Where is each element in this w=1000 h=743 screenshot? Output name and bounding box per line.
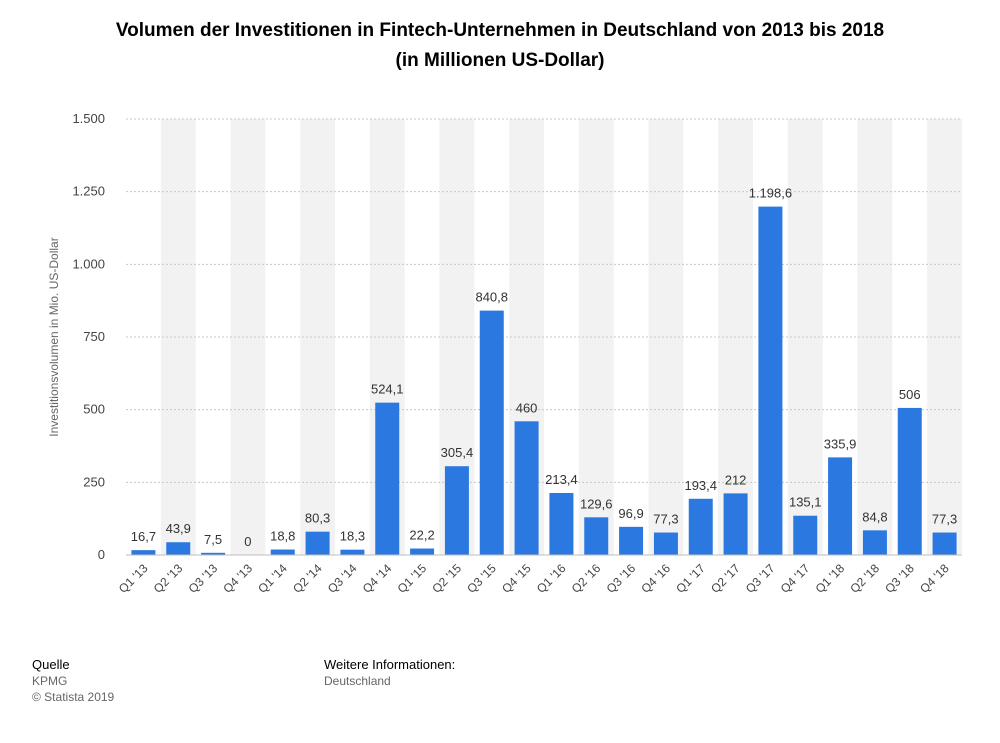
bar xyxy=(723,493,748,555)
info-text[interactable]: Deutschland xyxy=(324,674,391,688)
source-block: Quelle KPMG © Statista 2019 xyxy=(32,657,114,705)
chart-title-line2: (in Millionen US-Dollar) xyxy=(395,50,605,71)
data-label: 129,6 xyxy=(580,496,613,511)
bar xyxy=(375,402,400,555)
bar xyxy=(793,515,818,555)
bar xyxy=(619,526,644,555)
column-band xyxy=(787,119,823,555)
data-label: 43,9 xyxy=(166,521,191,536)
bar xyxy=(932,532,957,555)
data-label: 0 xyxy=(244,534,251,549)
data-label: 524,1 xyxy=(371,382,404,397)
bar xyxy=(653,532,678,555)
bar xyxy=(201,552,226,555)
bar xyxy=(688,498,713,555)
x-tick-label: Q2 '15 xyxy=(429,561,464,596)
bar xyxy=(305,531,330,555)
column-band xyxy=(927,119,962,555)
x-tick-label: Q4 '17 xyxy=(778,561,813,596)
column-band xyxy=(300,119,335,555)
chart-title-line1: Volumen der Investitionen in Fintech-Unt… xyxy=(115,20,885,41)
data-label: 16,7 xyxy=(131,529,156,544)
bar xyxy=(410,548,435,555)
y-tick-label: 750 xyxy=(83,329,105,344)
bar xyxy=(131,550,156,555)
bar xyxy=(166,542,191,555)
y-tick-label: 500 xyxy=(83,402,105,417)
y-axis-label: Investitionsvolumen in Mio. US-Dollar xyxy=(47,237,61,436)
data-label: 77,3 xyxy=(653,512,678,527)
y-tick-label: 1.000 xyxy=(72,256,105,271)
x-tick-label: Q2 '17 xyxy=(708,561,743,596)
info-block: Weitere Informationen: Deutschland xyxy=(324,657,455,689)
bar xyxy=(270,549,295,555)
y-tick-label: 250 xyxy=(83,474,105,489)
x-tick-label: Q2 '16 xyxy=(569,561,604,596)
x-tick-label: Q3 '18 xyxy=(882,561,917,596)
y-tick-label: 1.250 xyxy=(72,184,105,199)
x-tick-label: Q2 '14 xyxy=(290,561,325,596)
data-label: 213,4 xyxy=(545,472,578,487)
data-label: 18,8 xyxy=(270,529,295,544)
data-label: 18,3 xyxy=(340,529,365,544)
bar xyxy=(479,310,504,555)
x-tick-label: Q4 '16 xyxy=(638,561,673,596)
data-label: 1.198,6 xyxy=(749,186,792,201)
data-label: 506 xyxy=(899,387,921,402)
data-label: 460 xyxy=(516,400,538,415)
x-tick-label: Q1 '13 xyxy=(116,561,151,596)
x-tick-label: Q1 '18 xyxy=(813,561,848,596)
chart-title: Volumen der Investitionen in Fintech-Unt… xyxy=(0,16,1000,76)
x-tick-label: Q1 '16 xyxy=(534,561,569,596)
bar xyxy=(862,530,887,555)
data-label: 7,5 xyxy=(204,532,222,547)
bar xyxy=(340,549,365,555)
data-label: 22,2 xyxy=(409,528,434,543)
data-label: 135,1 xyxy=(789,495,822,510)
bar xyxy=(514,421,539,555)
bar xyxy=(828,457,853,555)
x-tick-label: Q3 '16 xyxy=(604,561,639,596)
x-tick-label: Q1 '14 xyxy=(255,561,290,596)
bar xyxy=(549,492,574,555)
x-tick-label: Q1 '15 xyxy=(395,561,430,596)
x-tick-label: Q4 '15 xyxy=(499,561,534,596)
y-tick-label: 0 xyxy=(98,547,105,562)
x-tick-label: Q1 '17 xyxy=(673,561,708,596)
data-label: 305,4 xyxy=(441,445,474,460)
x-tick-label: Q2 '18 xyxy=(847,561,882,596)
data-label: 193,4 xyxy=(684,478,717,493)
x-tick-label: Q2 '13 xyxy=(151,561,186,596)
source-text[interactable]: KPMG xyxy=(32,674,68,688)
bar-chart: 0 250 500 750 1.000 1.250 1.500 Investitionsvol… xyxy=(47,111,962,596)
data-label: 77,3 xyxy=(932,512,957,527)
bar xyxy=(584,517,609,555)
copyright-text[interactable]: © Statista 2019 xyxy=(32,690,115,704)
x-tick-label: Q4 '18 xyxy=(917,561,952,596)
bar xyxy=(444,466,469,555)
y-tick-label: 1.500 xyxy=(72,111,105,126)
x-tick-label: Q3 '14 xyxy=(325,561,360,596)
bar xyxy=(897,407,922,555)
x-tick-label: Q4 '13 xyxy=(220,561,255,596)
column-band xyxy=(578,119,614,555)
x-tick-label: Q4 '14 xyxy=(360,561,395,596)
x-tick-label: Q3 '17 xyxy=(743,561,778,596)
source-heading: Quelle xyxy=(32,657,70,672)
data-label: 96,9 xyxy=(618,506,643,521)
data-label: 212 xyxy=(725,472,747,487)
data-label: 84,8 xyxy=(862,509,887,524)
bar xyxy=(758,206,783,555)
data-label: 80,3 xyxy=(305,511,330,526)
x-tick-label: Q3 '15 xyxy=(464,561,499,596)
x-tick-label: Q3 '13 xyxy=(186,561,221,596)
info-heading: Weitere Informationen: xyxy=(324,657,456,672)
data-label: 840,8 xyxy=(475,290,508,305)
data-label: 335,9 xyxy=(824,436,857,451)
